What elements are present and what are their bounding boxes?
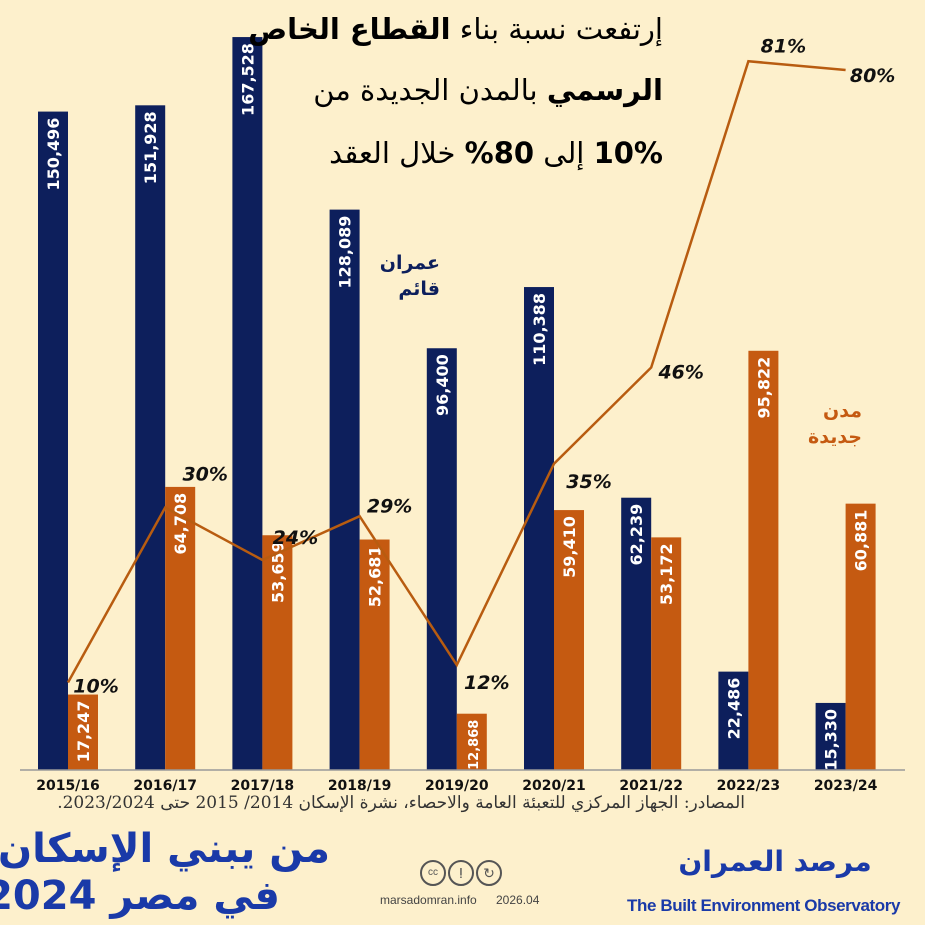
series-label-new: مدن جديدة (790, 398, 862, 450)
title-bold: القطاع الخاص (248, 12, 451, 46)
line-value-label: 81% (761, 35, 806, 57)
bar-value-label: 53,172 (657, 543, 676, 605)
bar-value-label: 110,388 (530, 293, 549, 366)
series-label-existing: عمران قائم (370, 250, 440, 302)
label-line: مدن (823, 400, 862, 422)
publish-date: 2026.04 (496, 893, 540, 907)
series-title-line-2: في مصر 2024 (0, 873, 280, 919)
bar-new (262, 535, 293, 770)
bar-value-label: 12,868 (467, 720, 482, 770)
x-tick-label: 2016/17 (133, 778, 197, 794)
x-tick-label: 2019/20 (425, 778, 489, 794)
bar-existing (329, 209, 360, 771)
bar-existing (232, 37, 263, 770)
bar-new (748, 350, 779, 770)
bar-value-label: 53,659 (268, 541, 287, 603)
title-text: إلى (534, 136, 594, 170)
bar-value-label: 17,247 (74, 701, 93, 763)
line-value-label: 35% (566, 471, 611, 493)
series-title-line-1: من يبني الإسكان (0, 826, 330, 872)
line-value-label: 24% (273, 527, 318, 549)
title-line-2: الرسمي بالمدن الجديدة من (313, 73, 663, 107)
bar-value-label: 96,400 (433, 354, 452, 416)
source-note: المصادر: الجهاز المركزي للتعبئة العامة و… (57, 793, 745, 813)
bar-new (554, 510, 584, 770)
x-tick-label: 2022/23 (717, 778, 781, 794)
bar-new (68, 694, 98, 770)
line-value-label: 80% (850, 65, 895, 87)
bar-value-label: 95,822 (754, 357, 773, 419)
bar-value-label: 15,330 (822, 709, 841, 771)
line-value-label: 29% (367, 495, 412, 517)
bar-value-label: 59,410 (560, 516, 579, 578)
bar-value-label: 22,486 (724, 678, 743, 740)
x-tick-label: 2021/22 (619, 778, 683, 794)
bar-value-label: 150,496 (44, 118, 63, 191)
bar-new (456, 713, 487, 770)
bar-existing (135, 105, 166, 770)
bar-existing (426, 348, 457, 770)
bar-new (651, 537, 682, 770)
title-bold: 10% (593, 136, 663, 170)
bar-value-label: 64,708 (171, 493, 190, 555)
cc-license-icons: cc ⵑ ↻ (420, 860, 502, 888)
attribution-icon: ⵑ (448, 860, 474, 886)
line-value-label: 46% (657, 362, 703, 384)
x-tick-label: 2017/18 (231, 778, 295, 794)
bar-value-label: 52,681 (366, 546, 385, 608)
share-line (66, 59, 846, 684)
bar-existing (718, 671, 749, 770)
x-tick-label: 2020/21 (522, 778, 586, 794)
label-line: عمران (379, 252, 440, 274)
bar-existing (621, 497, 652, 770)
label-line: جديدة (808, 426, 862, 448)
bar-new (845, 503, 876, 770)
bar-value-label: 128,089 (336, 216, 355, 289)
bar-value-label: 167,528 (238, 43, 257, 116)
title-bold: 80% (464, 136, 535, 170)
bar-existing (38, 111, 68, 770)
bar-value-label: 60,881 (852, 510, 871, 572)
title-line-3: 10% إلى 80% خلال العقد (329, 136, 663, 170)
label-line: قائم (398, 278, 440, 300)
org-logo-arabic: مرصد العمران (678, 845, 872, 878)
title-bold: الرسمي (546, 73, 663, 107)
bar-new (165, 486, 196, 770)
bar-existing (815, 702, 846, 770)
line-value-label: 12% (464, 672, 509, 694)
bar-existing (524, 287, 554, 770)
title-text: خلال العقد (329, 136, 465, 170)
bar-value-label: 62,239 (627, 504, 646, 566)
title-text: إرتفعت نسبة بناء (450, 12, 663, 46)
site-url: marsadomran.info (380, 893, 477, 907)
line-value-label: 30% (182, 464, 227, 486)
x-tick-label: 2023/24 (814, 778, 878, 794)
title-text: بالمدن الجديدة من (313, 73, 547, 107)
org-name-english: The Built Environment Observatory (627, 896, 901, 915)
line-value-label: 10% (73, 676, 118, 698)
share-alike-icon: ↻ (476, 860, 502, 886)
cc-icon: cc (420, 860, 446, 886)
x-tick-label: 2018/19 (328, 778, 392, 794)
title-line-1: إرتفعت نسبة بناء القطاع الخاص (248, 12, 663, 46)
bar-new (359, 539, 390, 770)
bar-value-label: 151,928 (141, 111, 160, 184)
x-tick-label: 2015/16 (36, 778, 100, 794)
